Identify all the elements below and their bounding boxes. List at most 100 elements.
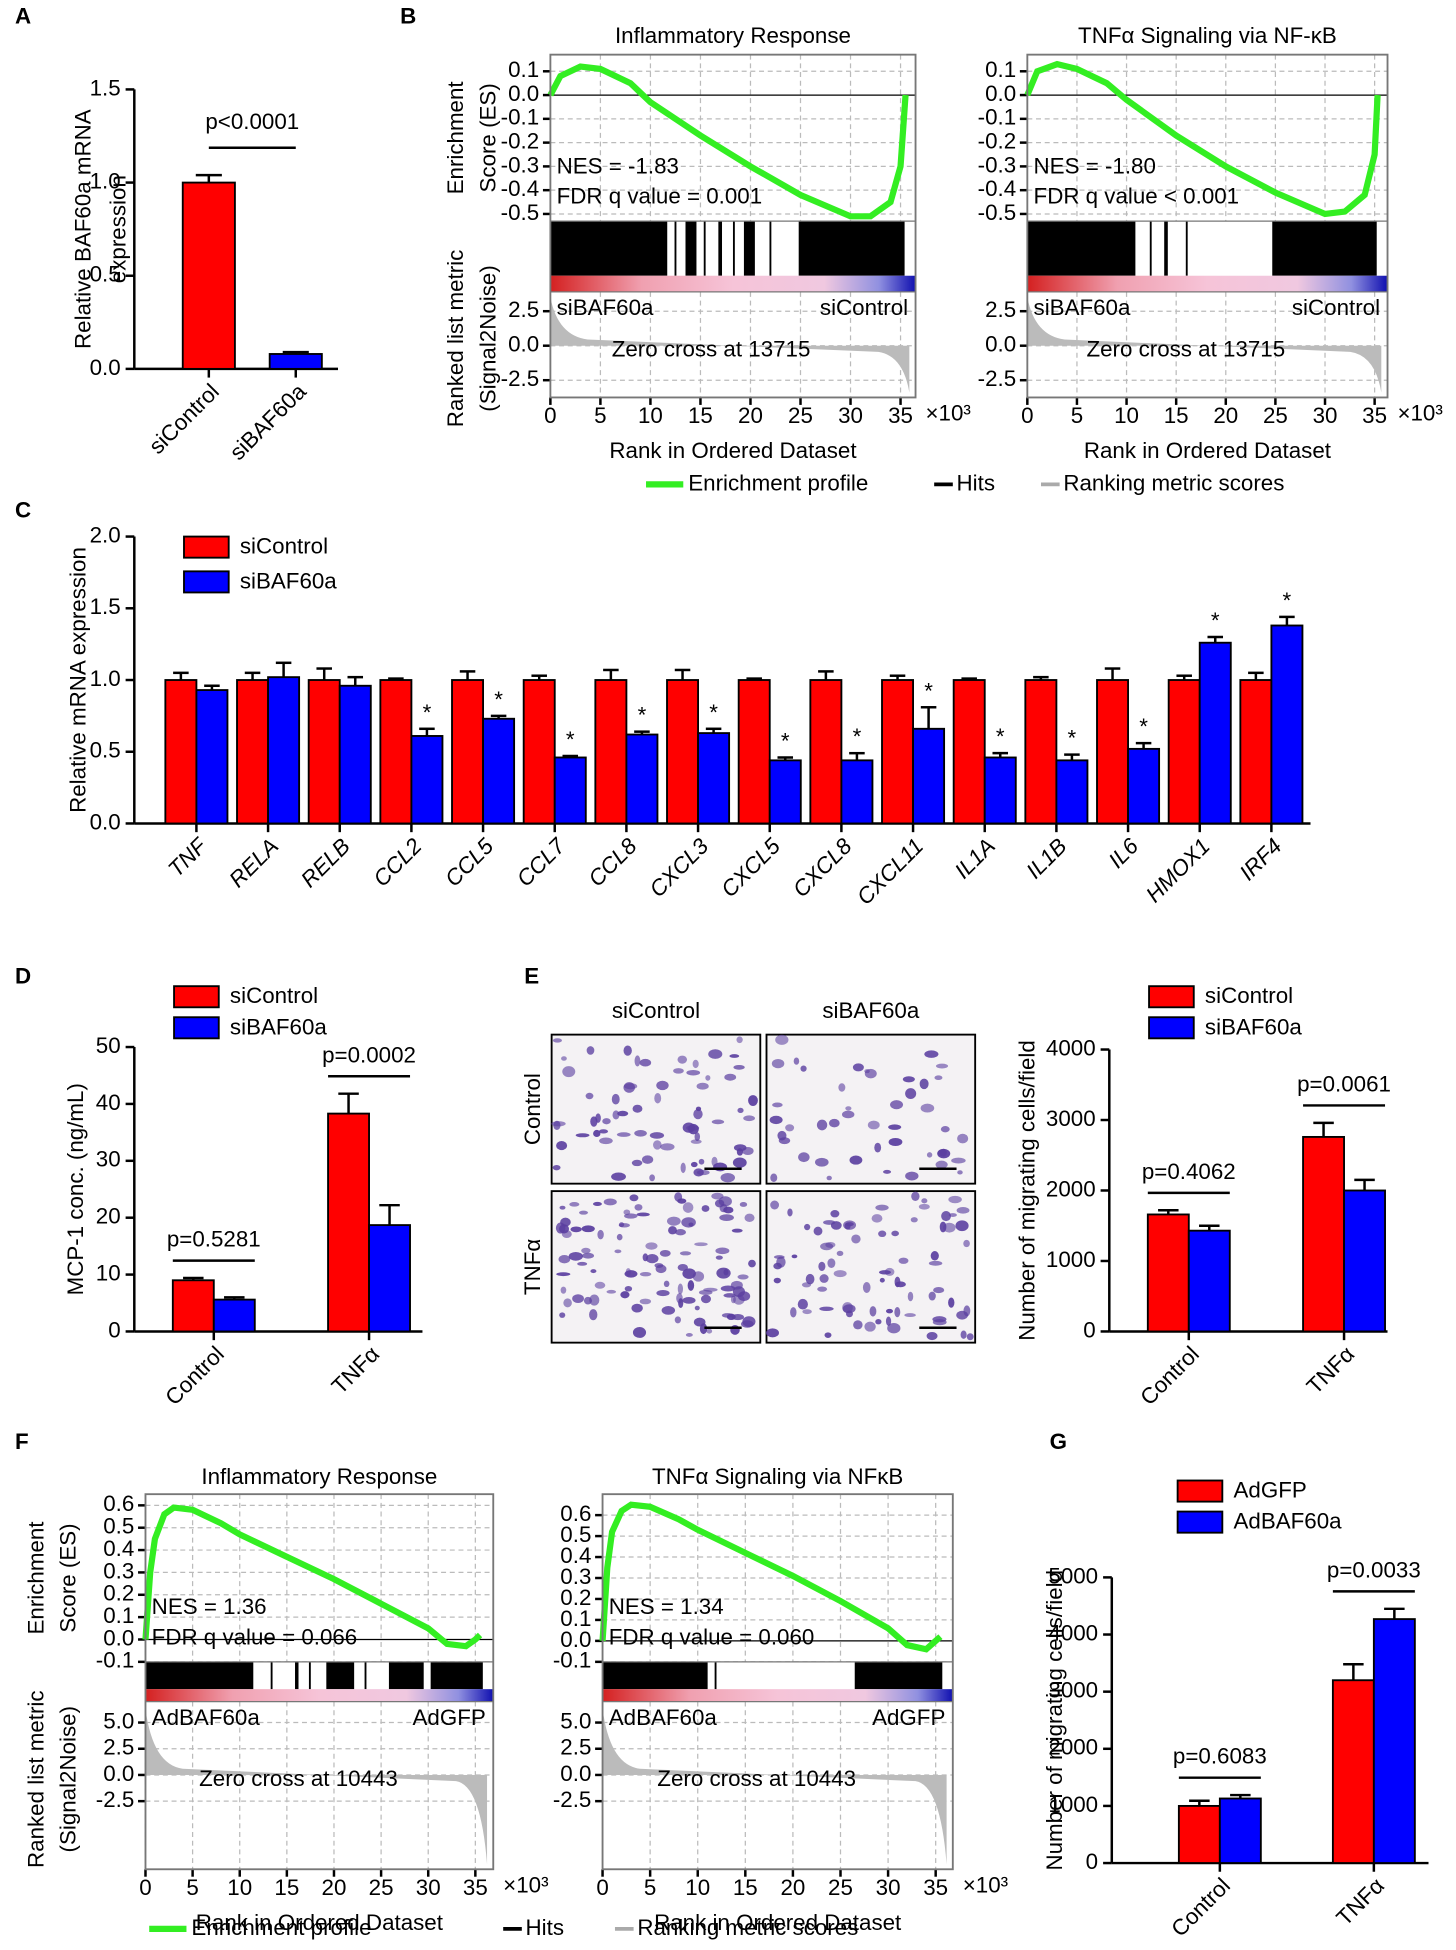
y-tick-label: 1.5 [90, 75, 121, 100]
cell [813, 1226, 823, 1236]
cell [941, 1210, 952, 1222]
cell [612, 1110, 620, 1120]
legend-swatch [183, 535, 230, 559]
hit-region [685, 221, 697, 276]
cell [589, 1309, 598, 1321]
cell [883, 1169, 892, 1174]
y-tick-label: 0.3 [103, 1558, 134, 1583]
x-tick-label: 25 [369, 1875, 394, 1900]
cell [655, 1264, 667, 1274]
cell [645, 1253, 659, 1264]
legend-label: AdGFP [1234, 1478, 1307, 1503]
y-tick-label: 30 [96, 1147, 121, 1172]
y-axis-label: MCP-1 conc. (ng/mL) [63, 1083, 88, 1295]
x-tick-label: 30 [838, 403, 863, 428]
x-tick-label: TNFα [327, 1341, 385, 1399]
cell [887, 1323, 901, 1334]
cell [731, 1313, 744, 1321]
bar [912, 727, 946, 825]
x-tick-label: CCL5 [440, 833, 498, 891]
bar [594, 679, 628, 825]
bar [881, 679, 914, 825]
cell [819, 1306, 834, 1312]
legend-label: Ranking metric scores [637, 1915, 858, 1940]
cell [926, 1331, 938, 1341]
cell [551, 1121, 566, 1127]
y-tick-label: 0.0 [560, 1627, 591, 1652]
bar [1372, 1618, 1416, 1864]
x-tick-label: CXCL11 [852, 833, 928, 909]
cell [649, 1132, 665, 1139]
x-tick-label: 0 [596, 1875, 608, 1900]
significance-marker: * [1283, 588, 1292, 613]
zero-cross-label: Zero cross at 10443 [657, 1766, 856, 1791]
x-tick-label: Control [1135, 1341, 1204, 1410]
cell [736, 1036, 743, 1044]
chart-title: TNFα Signaling via NFκB [652, 1464, 903, 1489]
ranking-metric-area [1027, 297, 1382, 393]
bar [553, 756, 587, 825]
y-tick-label: 20 [96, 1204, 121, 1229]
y-axis-label: Ranked list metric [23, 1690, 48, 1868]
panel-letter: F [15, 1429, 29, 1454]
panel-letter: E [524, 963, 539, 988]
rank-gradient [550, 275, 916, 292]
cell [921, 1198, 928, 1204]
cell [598, 1129, 609, 1134]
legend-label: AdBAF60a [1234, 1509, 1343, 1534]
bar [307, 679, 341, 825]
bar [410, 735, 444, 825]
cell [624, 1270, 638, 1278]
cell [875, 1204, 889, 1211]
x-tick-label: 25 [828, 1875, 853, 1900]
hit-region [308, 1661, 311, 1690]
y-axis-label: Relative mRNA expression [66, 547, 91, 813]
cell [733, 1064, 745, 1070]
x-axis-label: Rank in Ordered Dataset [654, 1910, 902, 1935]
cell [902, 1076, 915, 1083]
zero-cross-label: Zero cross at 13715 [1086, 337, 1285, 362]
y-axis-label: (Signal2Noise) [56, 1706, 81, 1853]
y-tick-label: 5.0 [103, 1708, 134, 1733]
cell [653, 1140, 662, 1150]
cell [776, 1256, 786, 1268]
cell [948, 1213, 957, 1217]
y-tick-label: 2000 [1046, 1176, 1096, 1201]
cell [919, 1078, 929, 1090]
y-tick-label: -0.5 [501, 200, 540, 225]
cell [590, 1269, 597, 1274]
y-tick-label: -2.5 [501, 366, 540, 391]
x-tick-label: RELA [224, 833, 283, 892]
y-tick-label: 0.4 [560, 1543, 591, 1568]
cell [556, 1141, 568, 1151]
y-tick-label: 2.5 [985, 297, 1016, 322]
y-tick-label: 1000 [1048, 1792, 1098, 1817]
x-tick-label: IRF4 [1235, 833, 1287, 885]
cell [951, 1157, 966, 1164]
cell [879, 1277, 885, 1283]
nes-label: NES = 1.36 [152, 1594, 267, 1619]
cell [823, 1220, 836, 1225]
y-tick-label: 2000 [1048, 1735, 1098, 1760]
y-tick-label: 5000 [1048, 1563, 1098, 1588]
y-tick-label: 0.1 [985, 57, 1016, 82]
cell [862, 1282, 871, 1294]
bar [737, 679, 771, 825]
x-tick-label: CXCL3 [645, 833, 714, 902]
cell [864, 1068, 877, 1079]
bar [625, 733, 659, 825]
cell [715, 1247, 730, 1255]
cell [603, 1198, 617, 1206]
bar [1146, 1213, 1190, 1333]
cell [790, 1307, 797, 1318]
group-label: AdGFP [872, 1705, 945, 1730]
cell [624, 1285, 633, 1292]
legend-label: Hits [957, 470, 995, 495]
rank-gradient [145, 1689, 494, 1702]
cell [663, 1280, 670, 1288]
p-value: p=0.0002 [322, 1042, 416, 1067]
bar [666, 679, 699, 825]
cell [715, 1255, 723, 1260]
micrograph [550, 1033, 762, 1185]
x-tick-label: 10 [227, 1875, 252, 1900]
